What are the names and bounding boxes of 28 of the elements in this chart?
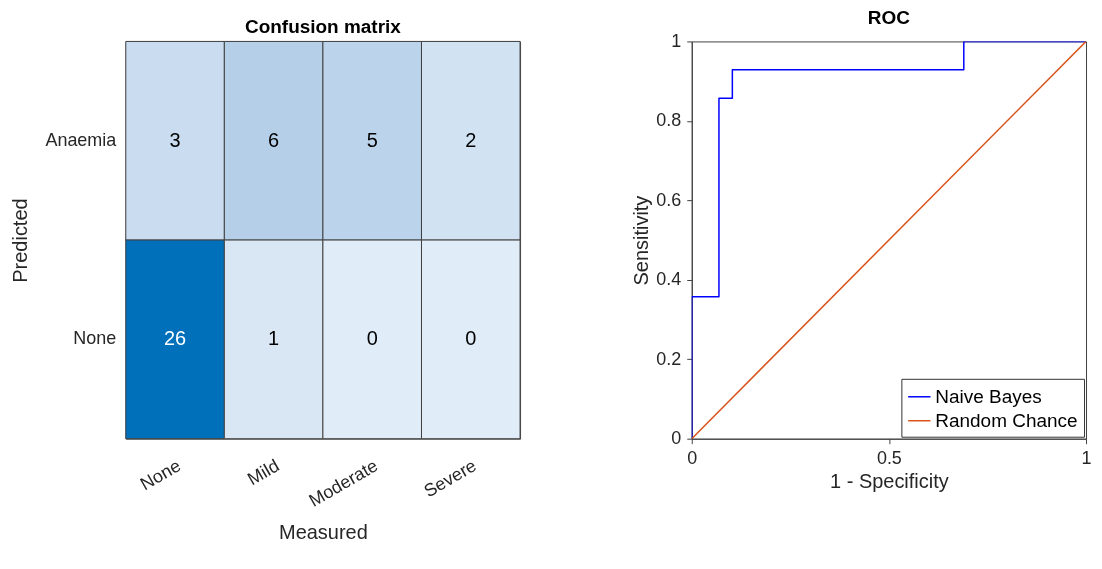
legend-label: Random Chance (935, 409, 1078, 431)
x-tick-label: None (136, 455, 185, 495)
x-axis-title: 1 - Specificity (830, 470, 949, 493)
x-axis-title: Measured (279, 520, 368, 543)
legend-label: Naive Bayes (935, 385, 1042, 407)
x-tick-label: 0 (687, 448, 698, 469)
data-label: 0 (465, 327, 477, 350)
chart-title: Confusion matrix (244, 15, 402, 37)
y-tick-label: Anaemia (45, 129, 117, 150)
y-tick-label: 0.4 (656, 269, 682, 290)
x-tick-label: 1 (1081, 448, 1092, 469)
x-tick-label: Mild (244, 455, 283, 490)
chart-title: ROC (867, 7, 911, 29)
y-tick-label: 0 (671, 428, 682, 449)
y-tick-label: 0.2 (656, 348, 682, 369)
data-label: 3 (169, 128, 181, 151)
x-tick-label: 0.5 (876, 448, 902, 469)
data-label: 2 (465, 128, 477, 151)
data-label: 0 (366, 327, 378, 350)
y-tick-label: 1 (671, 30, 682, 51)
y-tick-label: 0.8 (656, 110, 682, 131)
data-label: 6 (268, 128, 280, 151)
data-label: 1 (268, 327, 280, 350)
y-tick-label: 0.6 (656, 189, 682, 210)
data-label: 26 (163, 327, 187, 350)
data-label: 5 (366, 128, 378, 151)
y-axis-title: Predicted (9, 198, 32, 283)
y-axis-title: Sensitivity (630, 195, 653, 286)
